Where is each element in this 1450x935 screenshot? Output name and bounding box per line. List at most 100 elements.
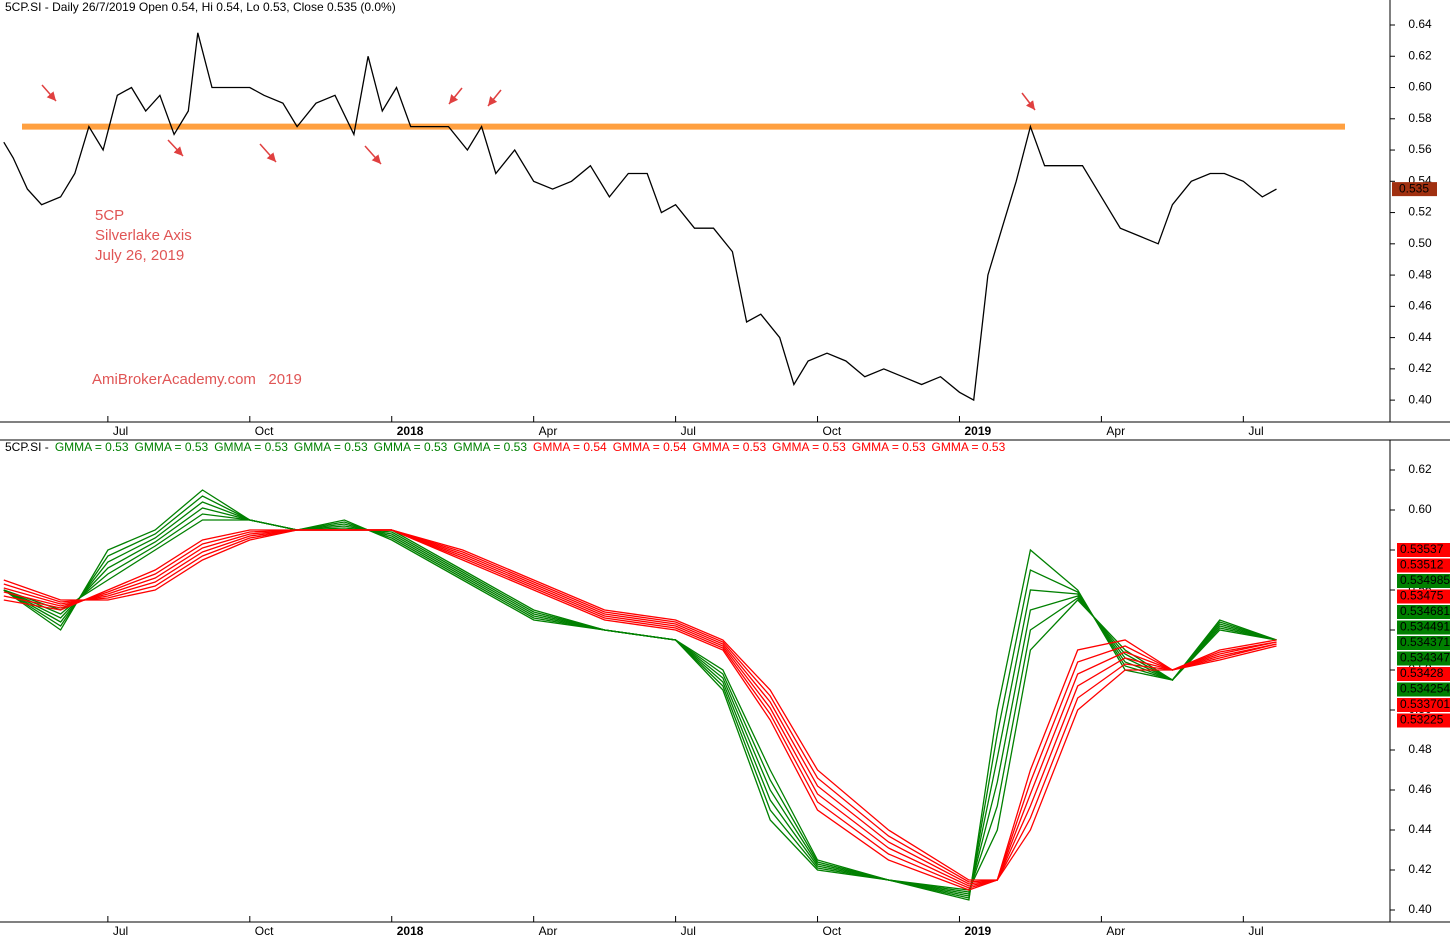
legend-entry: GMMA = 0.53 bbox=[453, 440, 527, 454]
value-tag-label: 0.53225 bbox=[1400, 713, 1444, 727]
arrow bbox=[41, 84, 57, 102]
legend-entry: GMMA = 0.53 bbox=[55, 440, 129, 454]
value-tag-label: 0.534681 bbox=[1400, 604, 1450, 618]
y-tick-label: 0.40 bbox=[1408, 392, 1432, 406]
legend-entry: GMMA = 0.53 bbox=[692, 440, 766, 454]
x-tick-label: 2018 bbox=[397, 924, 424, 935]
arrows bbox=[41, 84, 1036, 165]
gmma-line bbox=[3, 529, 1277, 885]
y-tick-label: 0.48 bbox=[1408, 742, 1432, 756]
legend-entry: GMMA = 0.53 bbox=[852, 440, 926, 454]
gmma-line bbox=[3, 489, 1277, 901]
y-tick-label: 0.56 bbox=[1408, 142, 1432, 156]
arrow bbox=[167, 139, 184, 157]
value-tag-label: 0.534347 bbox=[1400, 651, 1450, 665]
gmma-line bbox=[3, 529, 1277, 887]
title-text: 5CP.SI - Daily 26/7/2019 Open 0.54, Hi 0… bbox=[5, 0, 396, 14]
value-tag bbox=[1397, 558, 1450, 573]
value-tag-label: 0.53537 bbox=[1400, 542, 1444, 556]
x-tick-label: Jul bbox=[1248, 424, 1263, 438]
x-tick-label: Apr bbox=[539, 924, 558, 935]
legend-entry: GMMA = 0.54 bbox=[613, 440, 687, 454]
legend-entry: GMMA = 0.53 bbox=[772, 440, 846, 454]
y-tick-label: 0.64 bbox=[1408, 17, 1432, 31]
y-tick-label: 0.42 bbox=[1408, 862, 1432, 876]
value-tag bbox=[1397, 651, 1450, 666]
x-tick-label: Jul bbox=[681, 424, 696, 438]
value-tag-label: 0.53512 bbox=[1400, 558, 1444, 572]
x-tick-label: Oct bbox=[823, 924, 842, 935]
price-line bbox=[3, 32, 1277, 402]
arrow bbox=[259, 143, 277, 163]
value-tag-label: 0.533701 bbox=[1400, 697, 1450, 711]
value-tag-label: 0.534371 bbox=[1400, 635, 1450, 649]
legend-entry: GMMA = 0.53 bbox=[135, 440, 209, 454]
y-tick-label: 0.44 bbox=[1408, 330, 1432, 344]
value-tag-label: 0.534985 bbox=[1400, 573, 1450, 587]
value-tag bbox=[1397, 605, 1450, 619]
value-tag bbox=[1397, 667, 1450, 681]
x-tick-label: Jul bbox=[113, 924, 128, 935]
gmma-line bbox=[3, 529, 1277, 891]
y-tick-label: 0.42 bbox=[1408, 361, 1432, 375]
last-price-label: 0.535 bbox=[1399, 181, 1429, 195]
x-tick-label: Apr bbox=[539, 424, 558, 438]
chart-title: 5CP.SI - Daily 26/7/2019 Open 0.54, Hi 0… bbox=[5, 0, 396, 14]
x-tick-label: 2018 bbox=[397, 424, 424, 438]
gmma-line bbox=[3, 529, 1277, 883]
arrow bbox=[364, 145, 382, 165]
gmma-line bbox=[3, 507, 1277, 895]
y-tick-label: 0.44 bbox=[1408, 822, 1432, 836]
value-tag-label: 0.534491 bbox=[1400, 620, 1450, 634]
x-tick-label: Apr bbox=[1106, 424, 1125, 438]
x-tick-label: Jul bbox=[113, 424, 128, 438]
arrow bbox=[487, 89, 502, 107]
arrow bbox=[1021, 92, 1036, 111]
legend-entry: GMMA = 0.53 bbox=[932, 440, 1006, 454]
y-tick-label: 0.58 bbox=[1408, 111, 1432, 125]
value-tag bbox=[1397, 620, 1450, 635]
x-tick-label: Oct bbox=[255, 924, 274, 935]
y-tick-label: 0.60 bbox=[1408, 502, 1432, 516]
chart-title: 5CP.SI - GMMA = 0.53 GMMA = 0.53 GMMA = 0.5… bbox=[5, 440, 1006, 454]
value-tag bbox=[1397, 574, 1450, 588]
legend-entry: GMMA = 0.53 bbox=[374, 440, 448, 454]
y-tick-label: 0.46 bbox=[1408, 299, 1432, 313]
y-tick-label: 0.50 bbox=[1408, 236, 1432, 250]
y-tick-label: 0.52 bbox=[1408, 205, 1432, 219]
value-tag bbox=[1397, 543, 1450, 557]
x-tick-label: Oct bbox=[823, 424, 842, 438]
y-tick-label: 0.46 bbox=[1408, 782, 1432, 796]
gmma-line bbox=[3, 529, 1277, 889]
last-price-tag bbox=[1392, 182, 1437, 197]
y-tick-label: 0.48 bbox=[1408, 267, 1432, 281]
value-tag bbox=[1397, 682, 1450, 697]
y-tick-label: 0.62 bbox=[1408, 462, 1432, 476]
legend-entry: GMMA = 0.54 bbox=[533, 440, 607, 454]
y-tick-label: 0.60 bbox=[1408, 80, 1432, 94]
value-tag-label: 0.534254 bbox=[1400, 682, 1450, 696]
value-tag bbox=[1397, 589, 1450, 604]
gmma-line bbox=[3, 519, 1277, 891]
annotation: AmiBrokerAcademy.com 2019 bbox=[92, 371, 302, 388]
x-tick-label: Oct bbox=[255, 424, 274, 438]
title-text: 5CP.SI - bbox=[5, 440, 49, 454]
gmma-line bbox=[3, 529, 1277, 881]
legend-entry: GMMA = 0.53 bbox=[214, 440, 288, 454]
annotation: July 26, 2019 bbox=[95, 247, 184, 264]
value-tag bbox=[1397, 698, 1450, 712]
arrow bbox=[448, 87, 463, 105]
annotation: Silverlake Axis bbox=[95, 227, 192, 244]
annotation: 5CP bbox=[95, 207, 124, 224]
y-tick-label: 0.62 bbox=[1408, 48, 1432, 62]
x-tick-label: Jul bbox=[1248, 924, 1263, 935]
value-tag bbox=[1397, 713, 1450, 728]
value-tag bbox=[1397, 636, 1450, 650]
x-tick-label: 2019 bbox=[964, 924, 991, 935]
x-tick-label: 2019 bbox=[964, 424, 991, 438]
x-tick-label: Jul bbox=[681, 924, 696, 935]
x-tick-label: Apr bbox=[1106, 924, 1125, 935]
legend-entry: GMMA = 0.53 bbox=[294, 440, 368, 454]
